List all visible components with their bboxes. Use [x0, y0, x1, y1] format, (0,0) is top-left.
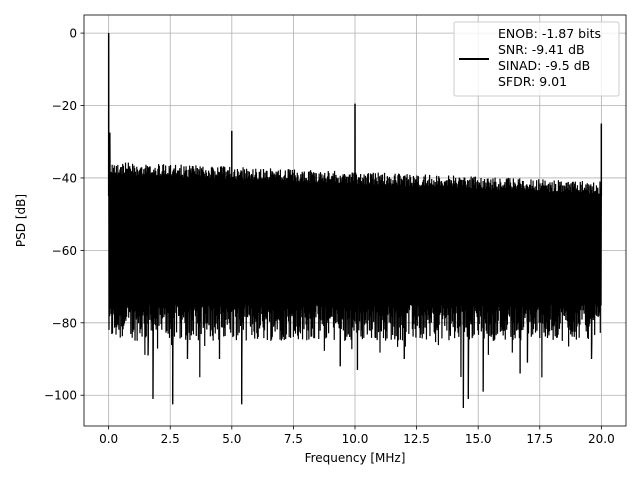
- legend-entry-snr: SNR: -9.41 dB: [498, 42, 585, 57]
- ticks: 0.0 2.5 5.0 7.5 10.0 12.5 15.0 17.5 20.0 0 −20 −40 −…: [44, 27, 615, 446]
- y-tick-label: −60: [52, 244, 77, 258]
- x-tick-label: 12.5: [403, 432, 430, 446]
- x-tick-label: 0.0: [99, 432, 118, 446]
- x-tick-label: 20.0: [588, 432, 615, 446]
- x-tick-label: 15.0: [465, 432, 492, 446]
- legend-entry-enob: ENOB: -1.87 bits: [498, 26, 601, 41]
- legend-entry-sinad: SINAD: -9.5 dB: [498, 58, 590, 73]
- x-tick-label: 17.5: [526, 432, 553, 446]
- x-tick-label: 7.5: [284, 432, 303, 446]
- x-axis-label: Frequency [MHz]: [305, 451, 406, 465]
- y-tick-label: 0: [69, 27, 77, 41]
- legend-box: [453, 21, 620, 97]
- x-tick-label: 5.0: [222, 432, 241, 446]
- x-tick-label: 10.0: [342, 432, 369, 446]
- y-tick-label: −20: [52, 99, 77, 113]
- y-tick-label: −100: [44, 389, 77, 403]
- y-tick-label: −40: [52, 171, 77, 185]
- plot-area: [107, 33, 603, 408]
- y-axis-label: PSD [dB]: [14, 194, 28, 247]
- legend: ENOB: -1.87 bits SNR: -9.41 dB SINAD: -9…: [453, 21, 620, 97]
- y-tick-label: −80: [52, 316, 77, 330]
- x-tick-label: 2.5: [161, 432, 180, 446]
- legend-entry-sfdr: SFDR: 9.01: [498, 74, 567, 89]
